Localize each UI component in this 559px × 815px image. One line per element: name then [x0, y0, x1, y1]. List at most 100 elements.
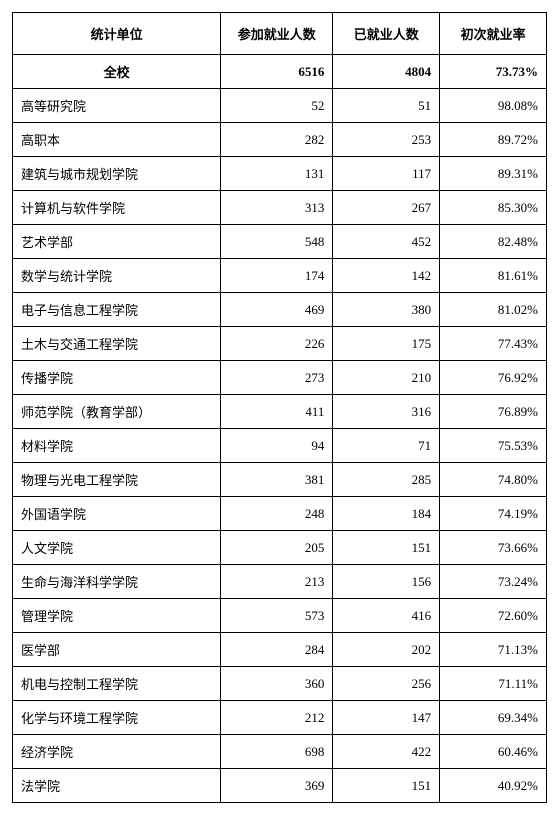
cell-employed: 175 [333, 327, 440, 361]
cell-employed: 151 [333, 531, 440, 565]
cell-rate: 85.30% [440, 191, 547, 225]
cell-employed: 452 [333, 225, 440, 259]
cell-rate: 81.61% [440, 259, 547, 293]
table-row: 经济学院69842260.46% [13, 735, 547, 769]
cell-unit: 物理与光电工程学院 [13, 463, 221, 497]
table-row: 艺术学部54845282.48% [13, 225, 547, 259]
cell-rate: 40.92% [440, 769, 547, 803]
cell-employed: 210 [333, 361, 440, 395]
summary-row: 全校 6516 4804 73.73% [13, 55, 547, 89]
cell-rate: 81.02% [440, 293, 547, 327]
cell-employed: 422 [333, 735, 440, 769]
cell-participants: 469 [221, 293, 333, 327]
summary-participants: 6516 [221, 55, 333, 89]
cell-employed: 156 [333, 565, 440, 599]
cell-participants: 282 [221, 123, 333, 157]
cell-unit: 机电与控制工程学院 [13, 667, 221, 701]
cell-unit: 师范学院（教育学部） [13, 395, 221, 429]
table-row: 机电与控制工程学院36025671.11% [13, 667, 547, 701]
table-row: 人文学院20515173.66% [13, 531, 547, 565]
cell-unit: 数学与统计学院 [13, 259, 221, 293]
table-row: 法学院36915140.92% [13, 769, 547, 803]
cell-unit: 艺术学部 [13, 225, 221, 259]
cell-participants: 212 [221, 701, 333, 735]
col-header-unit: 统计单位 [13, 13, 221, 55]
cell-rate: 72.60% [440, 599, 547, 633]
cell-rate: 60.46% [440, 735, 547, 769]
cell-rate: 76.89% [440, 395, 547, 429]
summary-unit: 全校 [13, 55, 221, 89]
table-row: 土木与交通工程学院22617577.43% [13, 327, 547, 361]
cell-participants: 548 [221, 225, 333, 259]
cell-rate: 71.11% [440, 667, 547, 701]
cell-rate: 71.13% [440, 633, 547, 667]
cell-participants: 381 [221, 463, 333, 497]
cell-rate: 69.34% [440, 701, 547, 735]
employment-stats-table: 统计单位 参加就业人数 已就业人数 初次就业率 全校 6516 4804 73.… [12, 12, 547, 803]
cell-participants: 360 [221, 667, 333, 701]
table-row: 管理学院57341672.60% [13, 599, 547, 633]
cell-participants: 284 [221, 633, 333, 667]
cell-rate: 89.31% [440, 157, 547, 191]
table-row: 师范学院（教育学部）41131676.89% [13, 395, 547, 429]
cell-participants: 213 [221, 565, 333, 599]
cell-unit: 法学院 [13, 769, 221, 803]
cell-rate: 89.72% [440, 123, 547, 157]
cell-unit: 传播学院 [13, 361, 221, 395]
cell-participants: 226 [221, 327, 333, 361]
cell-rate: 73.24% [440, 565, 547, 599]
table-row: 医学部28420271.13% [13, 633, 547, 667]
cell-rate: 73.66% [440, 531, 547, 565]
col-header-employed: 已就业人数 [333, 13, 440, 55]
cell-participants: 313 [221, 191, 333, 225]
cell-participants: 248 [221, 497, 333, 531]
table-row: 物理与光电工程学院38128574.80% [13, 463, 547, 497]
table-row: 建筑与城市规划学院13111789.31% [13, 157, 547, 191]
cell-participants: 698 [221, 735, 333, 769]
cell-employed: 51 [333, 89, 440, 123]
cell-employed: 71 [333, 429, 440, 463]
cell-unit: 计算机与软件学院 [13, 191, 221, 225]
cell-employed: 117 [333, 157, 440, 191]
cell-rate: 98.08% [440, 89, 547, 123]
cell-participants: 174 [221, 259, 333, 293]
cell-employed: 285 [333, 463, 440, 497]
cell-unit: 土木与交通工程学院 [13, 327, 221, 361]
cell-participants: 369 [221, 769, 333, 803]
cell-unit: 电子与信息工程学院 [13, 293, 221, 327]
table-row: 化学与环境工程学院21214769.34% [13, 701, 547, 735]
cell-employed: 380 [333, 293, 440, 327]
col-header-rate: 初次就业率 [440, 13, 547, 55]
cell-unit: 生命与海洋科学学院 [13, 565, 221, 599]
table-row: 传播学院27321076.92% [13, 361, 547, 395]
cell-employed: 316 [333, 395, 440, 429]
cell-unit: 外国语学院 [13, 497, 221, 531]
cell-unit: 化学与环境工程学院 [13, 701, 221, 735]
cell-rate: 74.80% [440, 463, 547, 497]
table-row: 外国语学院24818474.19% [13, 497, 547, 531]
cell-unit: 管理学院 [13, 599, 221, 633]
cell-unit: 医学部 [13, 633, 221, 667]
cell-employed: 184 [333, 497, 440, 531]
cell-participants: 411 [221, 395, 333, 429]
table-row: 电子与信息工程学院46938081.02% [13, 293, 547, 327]
cell-employed: 202 [333, 633, 440, 667]
summary-employed: 4804 [333, 55, 440, 89]
cell-employed: 253 [333, 123, 440, 157]
cell-unit: 建筑与城市规划学院 [13, 157, 221, 191]
table-row: 材料学院947175.53% [13, 429, 547, 463]
cell-unit: 高职本 [13, 123, 221, 157]
cell-participants: 94 [221, 429, 333, 463]
cell-employed: 151 [333, 769, 440, 803]
cell-unit: 人文学院 [13, 531, 221, 565]
cell-participants: 205 [221, 531, 333, 565]
col-header-participants: 参加就业人数 [221, 13, 333, 55]
cell-employed: 147 [333, 701, 440, 735]
table-row: 计算机与软件学院31326785.30% [13, 191, 547, 225]
cell-rate: 74.19% [440, 497, 547, 531]
cell-employed: 267 [333, 191, 440, 225]
table-row: 高等研究院525198.08% [13, 89, 547, 123]
table-row: 高职本28225389.72% [13, 123, 547, 157]
cell-rate: 76.92% [440, 361, 547, 395]
cell-participants: 573 [221, 599, 333, 633]
